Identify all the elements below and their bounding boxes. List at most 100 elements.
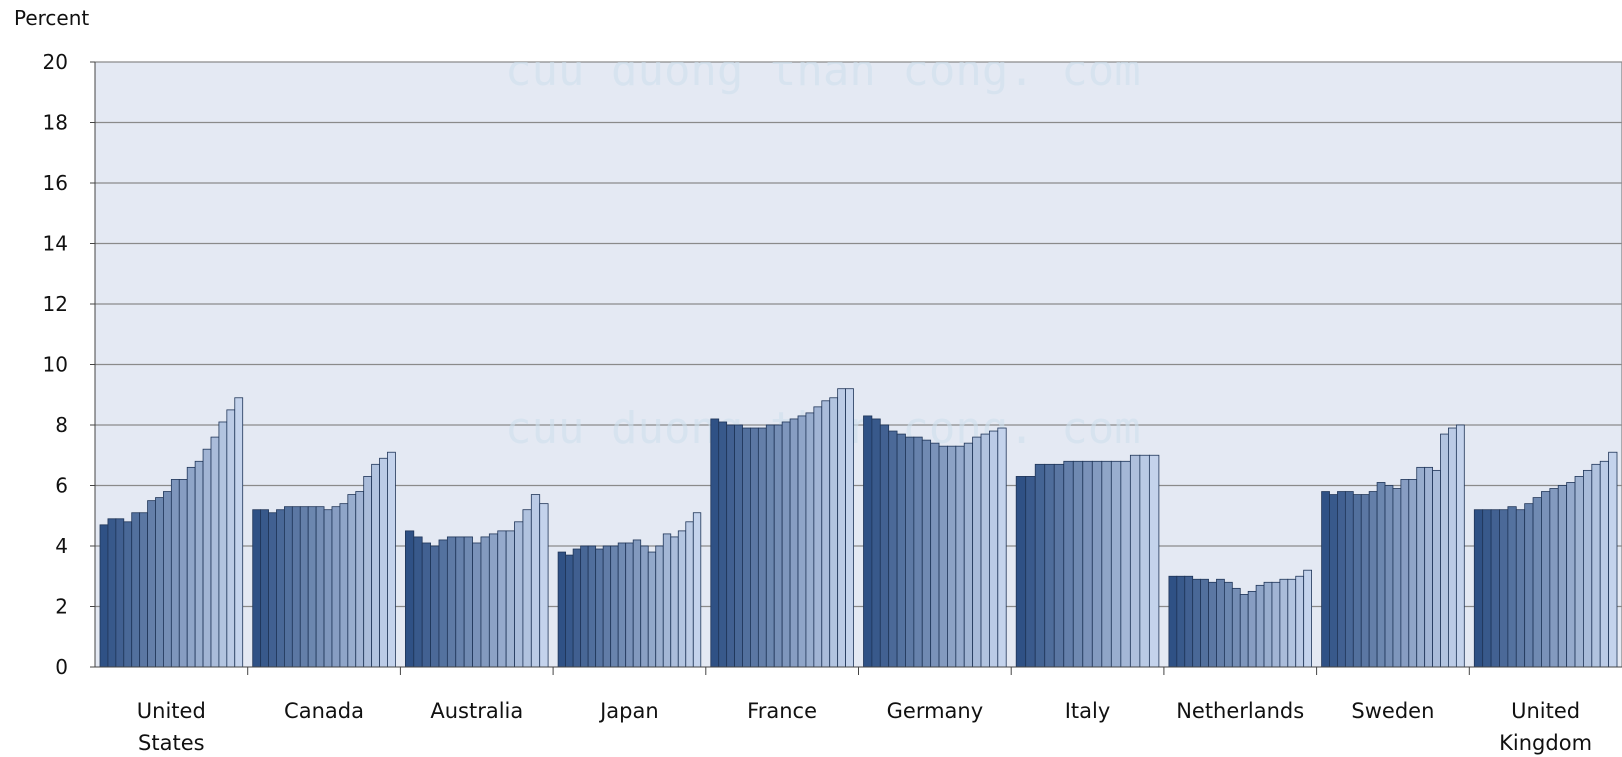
bar [1408, 479, 1418, 667]
bar [905, 436, 915, 667]
bar [497, 530, 507, 667]
bar [750, 427, 759, 667]
bar [1591, 463, 1601, 667]
bar [913, 436, 923, 667]
bar [587, 545, 597, 667]
bar [413, 536, 423, 667]
bar [1034, 463, 1046, 667]
x-category-label: Japan [598, 699, 659, 723]
bar [896, 433, 906, 667]
bar [632, 539, 642, 667]
bar [1303, 569, 1313, 667]
bar [640, 545, 649, 667]
bar [580, 545, 589, 667]
bar [194, 460, 204, 667]
bar [938, 445, 948, 667]
bar [1541, 491, 1551, 667]
bar [463, 536, 473, 667]
x-category-label: United [1511, 699, 1580, 723]
bar [837, 388, 846, 667]
y-tick-label: 10 [43, 353, 68, 377]
bar [677, 530, 687, 667]
bar [921, 439, 932, 667]
bar [1015, 476, 1027, 667]
x-category-label: States [138, 731, 205, 755]
bar [363, 476, 373, 667]
bar [539, 503, 549, 667]
bar [323, 509, 333, 667]
bar [1424, 466, 1433, 667]
bar [1091, 460, 1103, 667]
y-tick-labels: 0 2 4 6 8 10 12 14 16 18 20 [43, 50, 68, 679]
watermark-text-top: cuu duong than cong. com [505, 45, 1141, 96]
y-tick-label: 14 [43, 232, 68, 256]
x-category-label: France [747, 699, 817, 723]
bar [163, 491, 172, 667]
bar [1168, 575, 1178, 667]
bar [1608, 451, 1618, 667]
bar [1271, 581, 1281, 667]
bar [131, 512, 141, 667]
bar [1208, 581, 1217, 667]
bar [371, 463, 380, 667]
bar [1200, 578, 1209, 667]
bar [797, 415, 807, 667]
bar [821, 400, 831, 667]
bar [1566, 482, 1576, 667]
bar [813, 406, 823, 667]
bar [662, 533, 672, 667]
bar [1184, 575, 1194, 667]
bar [1482, 509, 1492, 667]
bar [685, 521, 694, 667]
x-category-label: Netherlands [1176, 699, 1304, 723]
bar [647, 551, 657, 667]
bar [276, 509, 285, 667]
bar [1392, 488, 1402, 667]
y-tick-label: 16 [43, 171, 68, 195]
bar [789, 418, 799, 667]
x-category-label: Sweden [1351, 699, 1434, 723]
y-tick-label: 6 [55, 474, 68, 498]
x-category-label: United [137, 699, 206, 723]
bar [1216, 578, 1225, 667]
bar [773, 424, 783, 667]
bar [226, 409, 236, 667]
bar [115, 518, 125, 667]
bar [1455, 424, 1465, 667]
bar [734, 424, 743, 667]
bar [1384, 485, 1394, 667]
bar [670, 536, 679, 667]
y-tick-label: 4 [55, 534, 68, 558]
bar [522, 509, 532, 667]
bar [421, 542, 431, 667]
bar [1448, 427, 1457, 667]
bar [268, 512, 277, 667]
bar [234, 397, 244, 667]
bar [617, 542, 627, 667]
bar [1082, 460, 1093, 667]
bar [488, 533, 499, 667]
bar [139, 512, 148, 667]
bar [339, 503, 349, 667]
axes [90, 61, 1622, 675]
bar [879, 424, 890, 667]
bar [430, 545, 440, 667]
bar [284, 506, 293, 667]
bar [997, 427, 1007, 667]
bar [1532, 497, 1542, 667]
bar [1255, 584, 1265, 667]
bar [260, 509, 269, 667]
bar [781, 421, 791, 667]
bar [1400, 479, 1410, 667]
bar [1279, 578, 1289, 667]
x-category-label: Italy [1065, 699, 1111, 723]
bar [123, 521, 133, 667]
x-category-label: Kingdom [1499, 731, 1592, 755]
bar [1515, 509, 1526, 667]
bar [1139, 454, 1150, 667]
bar [863, 415, 873, 667]
bar [1295, 575, 1305, 667]
bar [1063, 460, 1074, 667]
bar [829, 397, 839, 667]
